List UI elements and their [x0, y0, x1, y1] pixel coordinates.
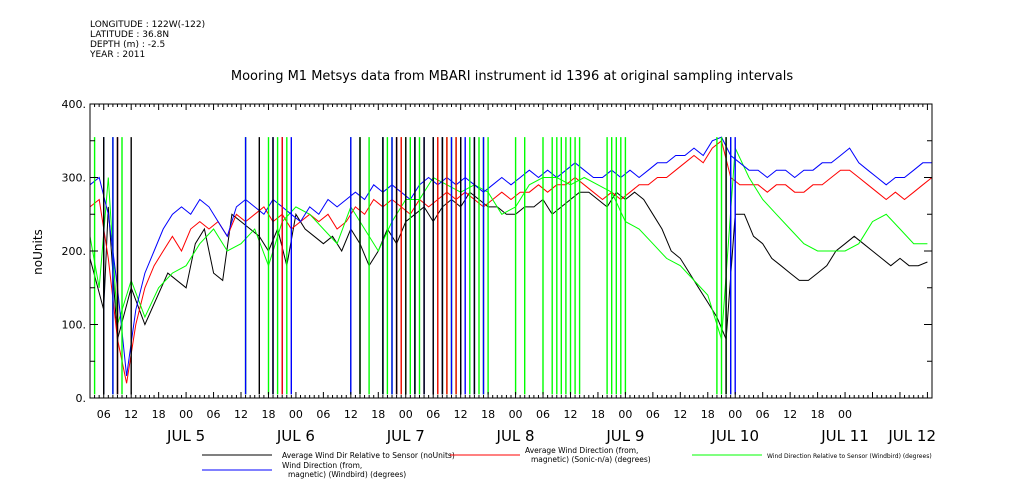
- day-label: JUL 9: [605, 427, 644, 445]
- xtick-label: 06: [316, 408, 330, 421]
- axes-frame: [89, 103, 933, 399]
- ytick-label: 300.: [62, 172, 87, 185]
- series-line-1: [89, 139, 933, 384]
- day-label: JUL 12: [887, 427, 936, 445]
- ytick-label: 100.: [62, 319, 87, 332]
- day-label: JUL 7: [386, 427, 425, 445]
- legend: Average Wind Dir Relative to Sensor (noU…: [202, 446, 932, 479]
- day-label: JUL 11: [820, 427, 869, 445]
- xtick-label: 00: [618, 408, 632, 421]
- xtick-label: 18: [152, 408, 166, 421]
- xtick-label: 12: [783, 408, 797, 421]
- metadata-block: LONGITUDE : 122W(-122) LATITUDE : 36.8N …: [90, 20, 205, 60]
- series-line-2: [89, 146, 928, 340]
- xtick-label: 12: [563, 408, 577, 421]
- legend-label-0: Average Wind Dir Relative to Sensor (noU…: [282, 451, 455, 460]
- y-axis-ticks: 0. 100. 200. 300. 400.: [62, 98, 932, 405]
- day-label: JUL 6: [276, 427, 315, 445]
- legend-label-1: Average Wind Direction (from,: [525, 446, 638, 455]
- latitude-text: LATITUDE : 36.8N: [90, 30, 170, 40]
- xtick-label: 12: [454, 408, 468, 421]
- year-text: YEAR : 2011: [90, 50, 146, 60]
- xtick-label: 06: [97, 408, 111, 421]
- xtick-label: 00: [728, 408, 742, 421]
- legend-label-3: Wind Direction (from,: [282, 461, 362, 470]
- xtick-label: 18: [481, 408, 495, 421]
- chart-title: Mooring M1 Metsys data from MBARI instru…: [231, 69, 793, 84]
- xtick-label: 00: [179, 408, 193, 421]
- xtick-label: 18: [701, 408, 715, 421]
- legend-label-3-line2: magnetic) (Windbird) (degrees): [288, 470, 406, 479]
- xtick-label: 12: [344, 408, 358, 421]
- series-line-0: [89, 191, 928, 340]
- xtick-label: 00: [289, 408, 303, 421]
- xtick-label: 18: [261, 408, 275, 421]
- y-axis-label: noUnits: [31, 229, 45, 275]
- legend-label-2: Wind Direction Relative to Sensor (Windb…: [767, 453, 932, 460]
- day-label: JUL 5: [166, 427, 205, 445]
- xtick-label: 12: [673, 408, 687, 421]
- xtick-label: 18: [591, 408, 605, 421]
- xtick-label: 12: [124, 408, 138, 421]
- ytick-label: 200.: [62, 245, 87, 258]
- xtick-label: 12: [234, 408, 248, 421]
- plot-frame: [89, 103, 933, 399]
- ytick-label: 400.: [62, 98, 87, 111]
- x-axis-ticks: 06 12 18 00 06 12 18 00 06 12 18 00 06 12 18 00 06 12 18 00…: [89, 104, 936, 445]
- xtick-label: 00: [509, 408, 523, 421]
- xtick-label: 00: [399, 408, 413, 421]
- depth-text: DEPTH (m) : -2.5: [90, 40, 166, 50]
- xtick-label: 18: [811, 408, 825, 421]
- xtick-label: 00: [838, 408, 852, 421]
- longitude-text: LONGITUDE : 122W(-122): [90, 20, 206, 30]
- xtick-label: 06: [646, 408, 660, 421]
- ytick-label: 0.: [76, 392, 87, 405]
- xtick-label: 06: [756, 408, 770, 421]
- day-label: JUL 10: [710, 427, 759, 445]
- xtick-label: 06: [536, 408, 550, 421]
- xtick-label: 18: [371, 408, 385, 421]
- day-label: JUL 8: [496, 427, 535, 445]
- xtick-label: 06: [426, 408, 440, 421]
- series-line-3: [89, 136, 932, 376]
- series-layer: [89, 136, 933, 395]
- legend-label-1-line2: magnetic) (Sonic-n/a) (degrees): [531, 455, 651, 464]
- xtick-label: 06: [207, 408, 221, 421]
